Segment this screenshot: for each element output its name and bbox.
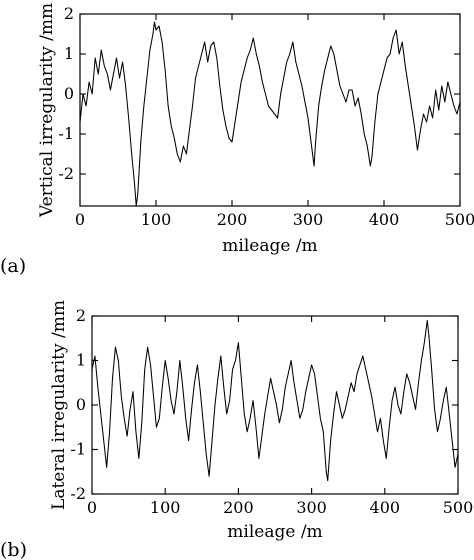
panel-b-y-tick-label: -2 <box>70 484 86 503</box>
panel-a-series-line <box>79 21 461 207</box>
panel-b-x-ticks: 0 100 200 300 400 500 <box>87 316 473 517</box>
panel-a-x-tick-label: 0 <box>75 210 85 229</box>
panel-a-y-axis-title: Vertical irregularity /mm <box>37 3 57 218</box>
panel-a-x-axis-title: mileage /m <box>222 236 317 256</box>
panel-a-label: (a) <box>0 255 26 277</box>
panel-b-y-tick-label: 1 <box>76 351 86 370</box>
panel-b-x-tick-label: 400 <box>370 498 401 517</box>
panel-a-x-tick-label: 200 <box>217 210 248 229</box>
panel-b-x-tick-label: 300 <box>296 498 327 517</box>
panel-b-y-tick-label: -1 <box>70 440 86 459</box>
panel-b-y-tick-label: 0 <box>76 395 86 414</box>
panel-b-y-tick-label: 2 <box>76 306 86 325</box>
panel-a-x-ticks: 0 100 200 300 400 500 <box>75 14 474 229</box>
panel-b-y-ticks: -2 -1 0 1 2 <box>70 306 458 503</box>
panel-b-series-line <box>91 319 459 482</box>
panel-a-x-tick-label: 400 <box>369 210 400 229</box>
panel-b-label: (b) <box>0 539 27 560</box>
panel-a-y-tick-label: -2 <box>58 164 74 183</box>
panel-a-x-tick-label: 500 <box>445 210 474 229</box>
panel-b-plot-frame <box>91 315 459 495</box>
panel-a-y-tick-label: 2 <box>64 4 74 23</box>
panel-b-x-tick-label: 0 <box>87 498 97 517</box>
panel-b-x-tick-label: 100 <box>150 498 181 517</box>
panel-b-y-axis-title: Lateral irregularity /mm <box>49 300 69 510</box>
panel-a-y-tick-label: 0 <box>64 84 74 103</box>
panel-a-x-tick-label: 300 <box>293 210 324 229</box>
panel-a-y-tick-label: 1 <box>64 44 74 63</box>
panel-a-x-tick-label: 100 <box>141 210 172 229</box>
panel-a-y-ticks: -2 -1 0 1 2 <box>58 4 460 183</box>
panel-b-x-tick-label: 500 <box>443 498 474 517</box>
panel-a-plot-frame <box>79 13 461 207</box>
panel-b-chart: 0 100 200 300 400 500 -2 -1 0 1 2 mileage /m Late… <box>0 300 473 560</box>
panel-b-x-tick-label: 200 <box>223 498 254 517</box>
panel-a-chart: 0 100 200 300 400 500 -2 -1 0 1 2 mileage /m Vert… <box>0 3 474 277</box>
panel-b-x-axis-title: mileage /m <box>227 522 322 542</box>
panel-a-y-tick-label: -1 <box>58 124 74 143</box>
